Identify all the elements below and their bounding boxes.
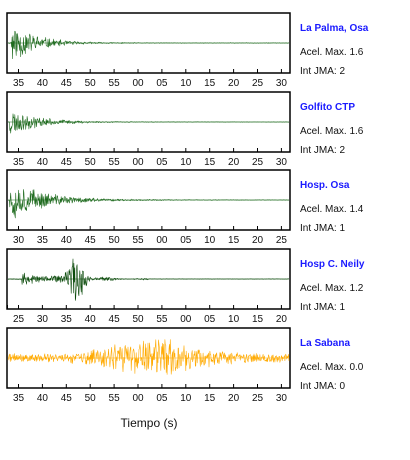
x-tick-label: 45 bbox=[61, 157, 73, 168]
x-tick-label: 10 bbox=[180, 157, 192, 168]
x-tick-label: 35 bbox=[13, 393, 25, 404]
x-tick-label: 45 bbox=[85, 235, 97, 246]
x-tick-label: 50 bbox=[85, 393, 97, 404]
station-jma: Int JMA: 1 bbox=[300, 223, 345, 234]
seismogram-panel: 30 35 40 45 50 55 00 05 10 15 20 25 Hosp. Osa Acel. M… bbox=[6, 169, 364, 246]
x-tick-label: 50 bbox=[132, 314, 144, 325]
station-pga: Acel. Max. 1.6 bbox=[300, 47, 364, 58]
x-tick-label: 00 bbox=[180, 314, 192, 325]
x-tick-label: 05 bbox=[180, 235, 192, 246]
x-tick-label: 15 bbox=[204, 157, 216, 168]
x-tick-label: 30 bbox=[276, 393, 288, 404]
seismogram-panel: 25 30 35 40 45 50 55 00 05 10 15 20 Hosp C. Neily Ace… bbox=[6, 248, 365, 325]
seismogram-panel: 35 40 45 50 55 00 05 10 15 20 25 30 La Sabana Acel. M… bbox=[6, 327, 364, 404]
station-jma: Int JMA: 1 bbox=[300, 302, 345, 313]
x-tick-label: 20 bbox=[276, 314, 288, 325]
x-tick-label: 40 bbox=[85, 314, 97, 325]
station-name: Hosp. Osa bbox=[300, 180, 350, 191]
station-jma: Int JMA: 2 bbox=[300, 145, 345, 156]
waveform-trace bbox=[7, 113, 290, 134]
x-tick-label: 55 bbox=[109, 78, 121, 89]
waveform-trace bbox=[7, 30, 290, 59]
x-tick-label: 00 bbox=[132, 157, 144, 168]
x-tick-label: 30 bbox=[37, 314, 49, 325]
x-tick-label: 10 bbox=[204, 235, 216, 246]
x-tick-label: 20 bbox=[228, 78, 240, 89]
x-tick-label: 55 bbox=[109, 393, 121, 404]
x-tick-label: 50 bbox=[109, 235, 121, 246]
panel-frame bbox=[6, 248, 291, 310]
x-tick-label: 45 bbox=[61, 393, 73, 404]
x-tick-label: 40 bbox=[37, 78, 49, 89]
panel-frame bbox=[6, 12, 291, 74]
panel-frame bbox=[6, 327, 291, 389]
station-jma: Int JMA: 2 bbox=[300, 66, 345, 77]
x-tick-label: 10 bbox=[180, 78, 192, 89]
x-tick-label: 10 bbox=[228, 314, 240, 325]
station-pga: Acel. Max. 0.0 bbox=[300, 362, 364, 373]
x-tick-label: 15 bbox=[204, 78, 216, 89]
x-tick-label: 15 bbox=[204, 393, 216, 404]
station-pga: Acel. Max. 1.4 bbox=[300, 204, 364, 215]
x-tick-label: 55 bbox=[156, 314, 168, 325]
x-tick-label: 25 bbox=[252, 393, 264, 404]
x-tick-label: 00 bbox=[156, 235, 168, 246]
x-tick-label: 35 bbox=[13, 157, 25, 168]
x-tick-label: 35 bbox=[13, 78, 25, 89]
x-tick-label: 45 bbox=[109, 314, 121, 325]
seismogram-panel: 35 40 45 50 55 00 05 10 15 20 25 30 Golfito CTP Acel.… bbox=[6, 91, 364, 168]
station-name: Hosp C. Neily bbox=[300, 259, 365, 270]
x-tick-label: 05 bbox=[156, 157, 168, 168]
x-tick-label: 35 bbox=[61, 314, 73, 325]
station-name: Golfito CTP bbox=[300, 102, 355, 113]
waveform-trace bbox=[7, 339, 290, 375]
x-tick-label: 55 bbox=[132, 235, 144, 246]
x-tick-label: 25 bbox=[276, 235, 288, 246]
x-tick-label: 50 bbox=[85, 157, 97, 168]
x-tick-label: 25 bbox=[252, 78, 264, 89]
x-tick-label: 25 bbox=[252, 157, 264, 168]
x-tick-label: 05 bbox=[204, 314, 216, 325]
x-tick-label: 40 bbox=[37, 393, 49, 404]
x-tick-label: 45 bbox=[61, 78, 73, 89]
x-tick-label: 10 bbox=[180, 393, 192, 404]
station-name: La Palma, Osa bbox=[300, 23, 369, 34]
x-tick-label: 15 bbox=[252, 314, 264, 325]
x-tick-label: 25 bbox=[13, 314, 25, 325]
station-jma: Int JMA: 0 bbox=[300, 381, 345, 392]
x-tick-label: 40 bbox=[37, 157, 49, 168]
station-name: La Sabana bbox=[300, 338, 350, 349]
x-tick-label: 35 bbox=[37, 235, 49, 246]
station-pga: Acel. Max. 1.6 bbox=[300, 126, 364, 137]
x-tick-label: 20 bbox=[228, 157, 240, 168]
x-tick-label: 15 bbox=[228, 235, 240, 246]
panel-frame bbox=[6, 91, 291, 153]
x-tick-label: 30 bbox=[276, 157, 288, 168]
x-tick-label: 05 bbox=[156, 78, 168, 89]
x-tick-label: 20 bbox=[228, 393, 240, 404]
x-tick-label: 00 bbox=[132, 393, 144, 404]
x-tick-label: 30 bbox=[276, 78, 288, 89]
x-tick-label: 00 bbox=[132, 78, 144, 89]
waveform-trace bbox=[7, 258, 290, 301]
x-tick-label: 40 bbox=[61, 235, 73, 246]
x-tick-label: 50 bbox=[85, 78, 97, 89]
x-tick-label: 05 bbox=[156, 393, 168, 404]
x-tick-label: 55 bbox=[109, 157, 121, 168]
x-tick-label: 30 bbox=[13, 235, 25, 246]
station-pga: Acel. Max. 1.2 bbox=[300, 283, 364, 294]
waveform-trace bbox=[8, 189, 290, 219]
x-tick-label: 20 bbox=[252, 235, 264, 246]
seismogram-panel: 35 40 45 50 55 00 05 10 15 20 25 30 La Palma, Osa Ace… bbox=[6, 12, 369, 89]
x-axis-label: Tiempo (s) bbox=[121, 416, 178, 430]
panel-frame bbox=[6, 169, 291, 231]
